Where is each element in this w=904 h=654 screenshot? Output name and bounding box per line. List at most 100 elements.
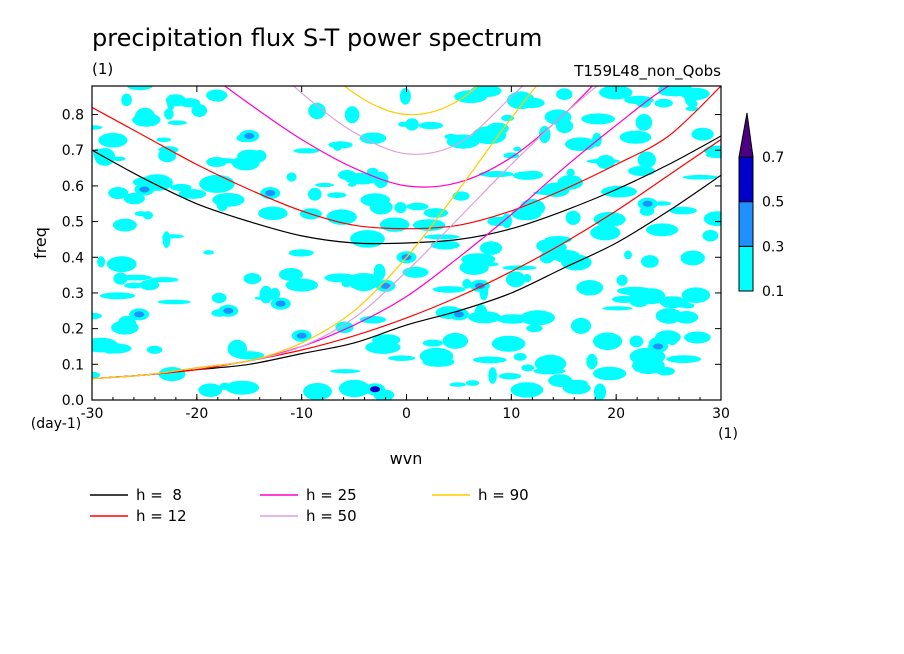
contour-blob-0p1 [199,174,235,193]
contour-blob-0p1 [121,93,132,107]
legend-label: h = 8 [136,486,182,504]
contour-blob-0p1 [161,234,184,239]
contour-blob-0p1 [628,166,656,176]
contour-blob-0p1 [359,315,387,324]
contour-blob-0p1 [178,189,207,199]
contour-blob-0p1 [422,339,443,347]
colorbar-extend-arrow [738,112,754,158]
contour-blob-0p1 [522,170,544,180]
y-tick-label: 0.2 [62,322,84,338]
contour-blob-0p1 [586,353,598,370]
contour-blob-0p1 [405,118,419,131]
x-tick-label: -10 [290,406,313,422]
contour-blob-0p1 [347,182,357,187]
contour-blob-0p1 [288,249,314,257]
contour-blob-0p1 [703,211,721,227]
patch-core-12 [265,190,276,197]
contour-blob-0p1 [303,383,332,400]
contour-blob-0p1 [638,288,666,305]
contour-blob-0p1 [462,278,472,289]
x-tick-label: -30 [81,406,104,422]
contour-blob-0p1 [157,299,191,305]
contour-blob-0p1 [685,106,699,112]
contour-blob-0p1 [286,172,297,182]
contour-blob-0p1 [513,146,522,152]
colorbar: 0.1 0.3 0.5 0.7 [738,112,784,300]
contour-blob-0p1 [488,367,497,384]
contour-blob-0p1 [212,90,226,102]
contour-blob-0p1 [344,106,360,124]
contour-blob-0p1 [586,158,620,164]
contour-blob-0p1 [478,262,499,267]
contour-blob-0p1 [666,355,702,363]
contour-blob-0p1 [335,321,354,334]
y-axis: 0.0 0.1 0.2 0.3 0.4 0.5 0.6 0.7 0.8 [62,108,721,409]
contour-blob-0p1 [669,206,697,215]
contour-blob-0p1 [117,315,136,330]
contour-blob-0p1 [308,187,322,201]
contour-blob-0p1 [227,339,247,358]
patch-core-4 [275,300,286,307]
y-tick-label: 0.1 [62,357,84,373]
contour-blob-0p1 [315,182,334,188]
contour-blob-0p1 [655,308,683,324]
contour-blob-0p1 [324,273,357,283]
contour-blob-0p1 [682,174,719,180]
contour-blob-0p1 [394,202,407,214]
contour-blob-0p1 [423,208,449,218]
x-axis: -30 -20 -10 0 10 20 30 [81,86,730,422]
contour-blob-0p1 [164,108,174,120]
contour-blob-0p1 [472,356,507,364]
contour-blob-0p1 [510,382,544,398]
contour-blob-0p1 [562,381,591,395]
contour-blob-0p1 [99,343,132,354]
contour-blob-0p1 [419,347,454,365]
chart-subtitle-left: (1) [92,60,113,78]
y-tick-label: 0.0 [62,393,84,409]
contour-blob-0p1 [454,90,488,104]
contour-blob-0p1 [333,143,342,151]
contour-blob-0p1 [231,155,260,171]
x-tick-label: 30 [712,406,730,422]
contour-blob-0p1 [97,256,106,268]
contour-blob-0p1 [293,148,320,154]
curve-h8-high [92,135,721,245]
contour-blob-0p1 [432,286,466,293]
patch-core-6 [134,311,145,318]
patch-core-8 [380,282,391,289]
chart-subtitle-right: T159L48_non_Qobs [573,62,721,81]
contour-blob-0p1 [498,373,522,380]
contour-blob-0p1 [338,170,357,180]
patch-core-0 [113,190,124,197]
colorbar-label: 0.1 [762,284,784,300]
contour-blob-0p1 [556,88,573,100]
contour-blob-0p1 [590,224,621,241]
colorbar-label: 0.3 [762,239,784,255]
legend-label: h = 90 [478,486,529,504]
contour-blob-0p1 [624,250,632,260]
y-unit-label: (day-1) [31,416,81,432]
contour-blob-0p1 [135,107,155,125]
contour-blob-0p1 [379,217,410,232]
contour-blob-0p1 [501,114,514,122]
contour-blob-0p1 [521,364,535,372]
contour-blob-0p1 [359,132,387,144]
contour-blob-0p1 [365,340,401,354]
contour-blob-0p1 [406,202,429,211]
contour-blob-0p1 [519,199,546,217]
contour-blob-0p1 [106,256,137,273]
legend: h = 8 h = 12 h = 25 h = 50 h = 90 [90,486,529,525]
contour-blob-0p1 [536,239,563,253]
contour-blob-0p1 [654,98,673,108]
contour-blob-0p1 [526,324,543,333]
contour-blob-0p1 [139,279,160,291]
contour-blob-0p1 [487,216,511,227]
contour-blob-0p1 [593,332,623,351]
contour-blob-0p1 [479,241,503,255]
contour-blob-0p1 [170,183,192,192]
contour-blob-0p1 [442,332,469,349]
contour-blob-0p1 [684,90,697,107]
patch-core-1 [139,186,150,193]
contour-blob-0p1 [497,314,529,324]
colorbar-segment [738,201,754,247]
